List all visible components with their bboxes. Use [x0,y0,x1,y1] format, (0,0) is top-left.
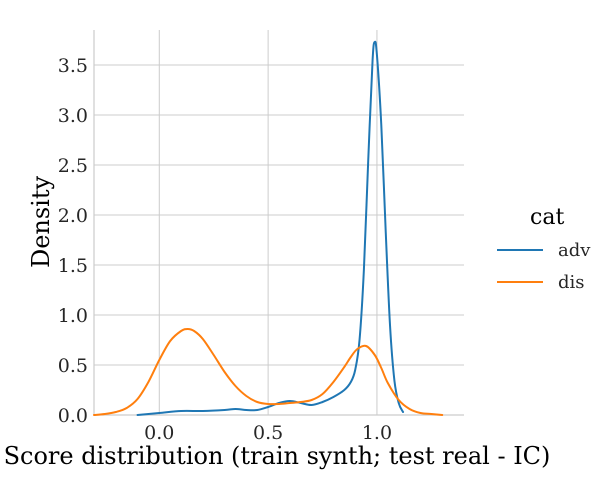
grid [94,30,464,416]
y-tick-label: 3.5 [58,55,88,77]
series-lines [93,40,444,416]
y-tick-label: 2.5 [58,155,88,177]
legend-label-dis: dis [558,272,585,293]
legend: cat adv dis [497,205,591,293]
y-tick-label: 3.0 [58,105,88,127]
legend-label-adv: adv [558,240,591,261]
y-tick-label: 0.5 [58,355,88,377]
series-line-adv [136,40,405,416]
x-tick-label: 0.5 [253,422,283,444]
legend-title: cat [530,205,564,230]
axes [93,30,464,416]
y-tick-label: 0.0 [58,405,88,427]
x-tick-label: 0.0 [144,422,174,444]
y-tick-label: 1.5 [58,255,88,277]
x-axis-title: Score distribution (train synth; test re… [4,442,551,470]
y-tick-label: 1.0 [58,305,88,327]
y-tick-label: 2.0 [58,205,88,227]
series-line-dis [93,328,444,416]
x-tick-label: 1.0 [362,422,392,444]
tick-labels: 0.0 0.5 1.0 1.5 2.0 2.5 3.0 3.5 0.0 0.5 1.0 [58,55,392,444]
y-axis-title: Density [27,176,55,269]
